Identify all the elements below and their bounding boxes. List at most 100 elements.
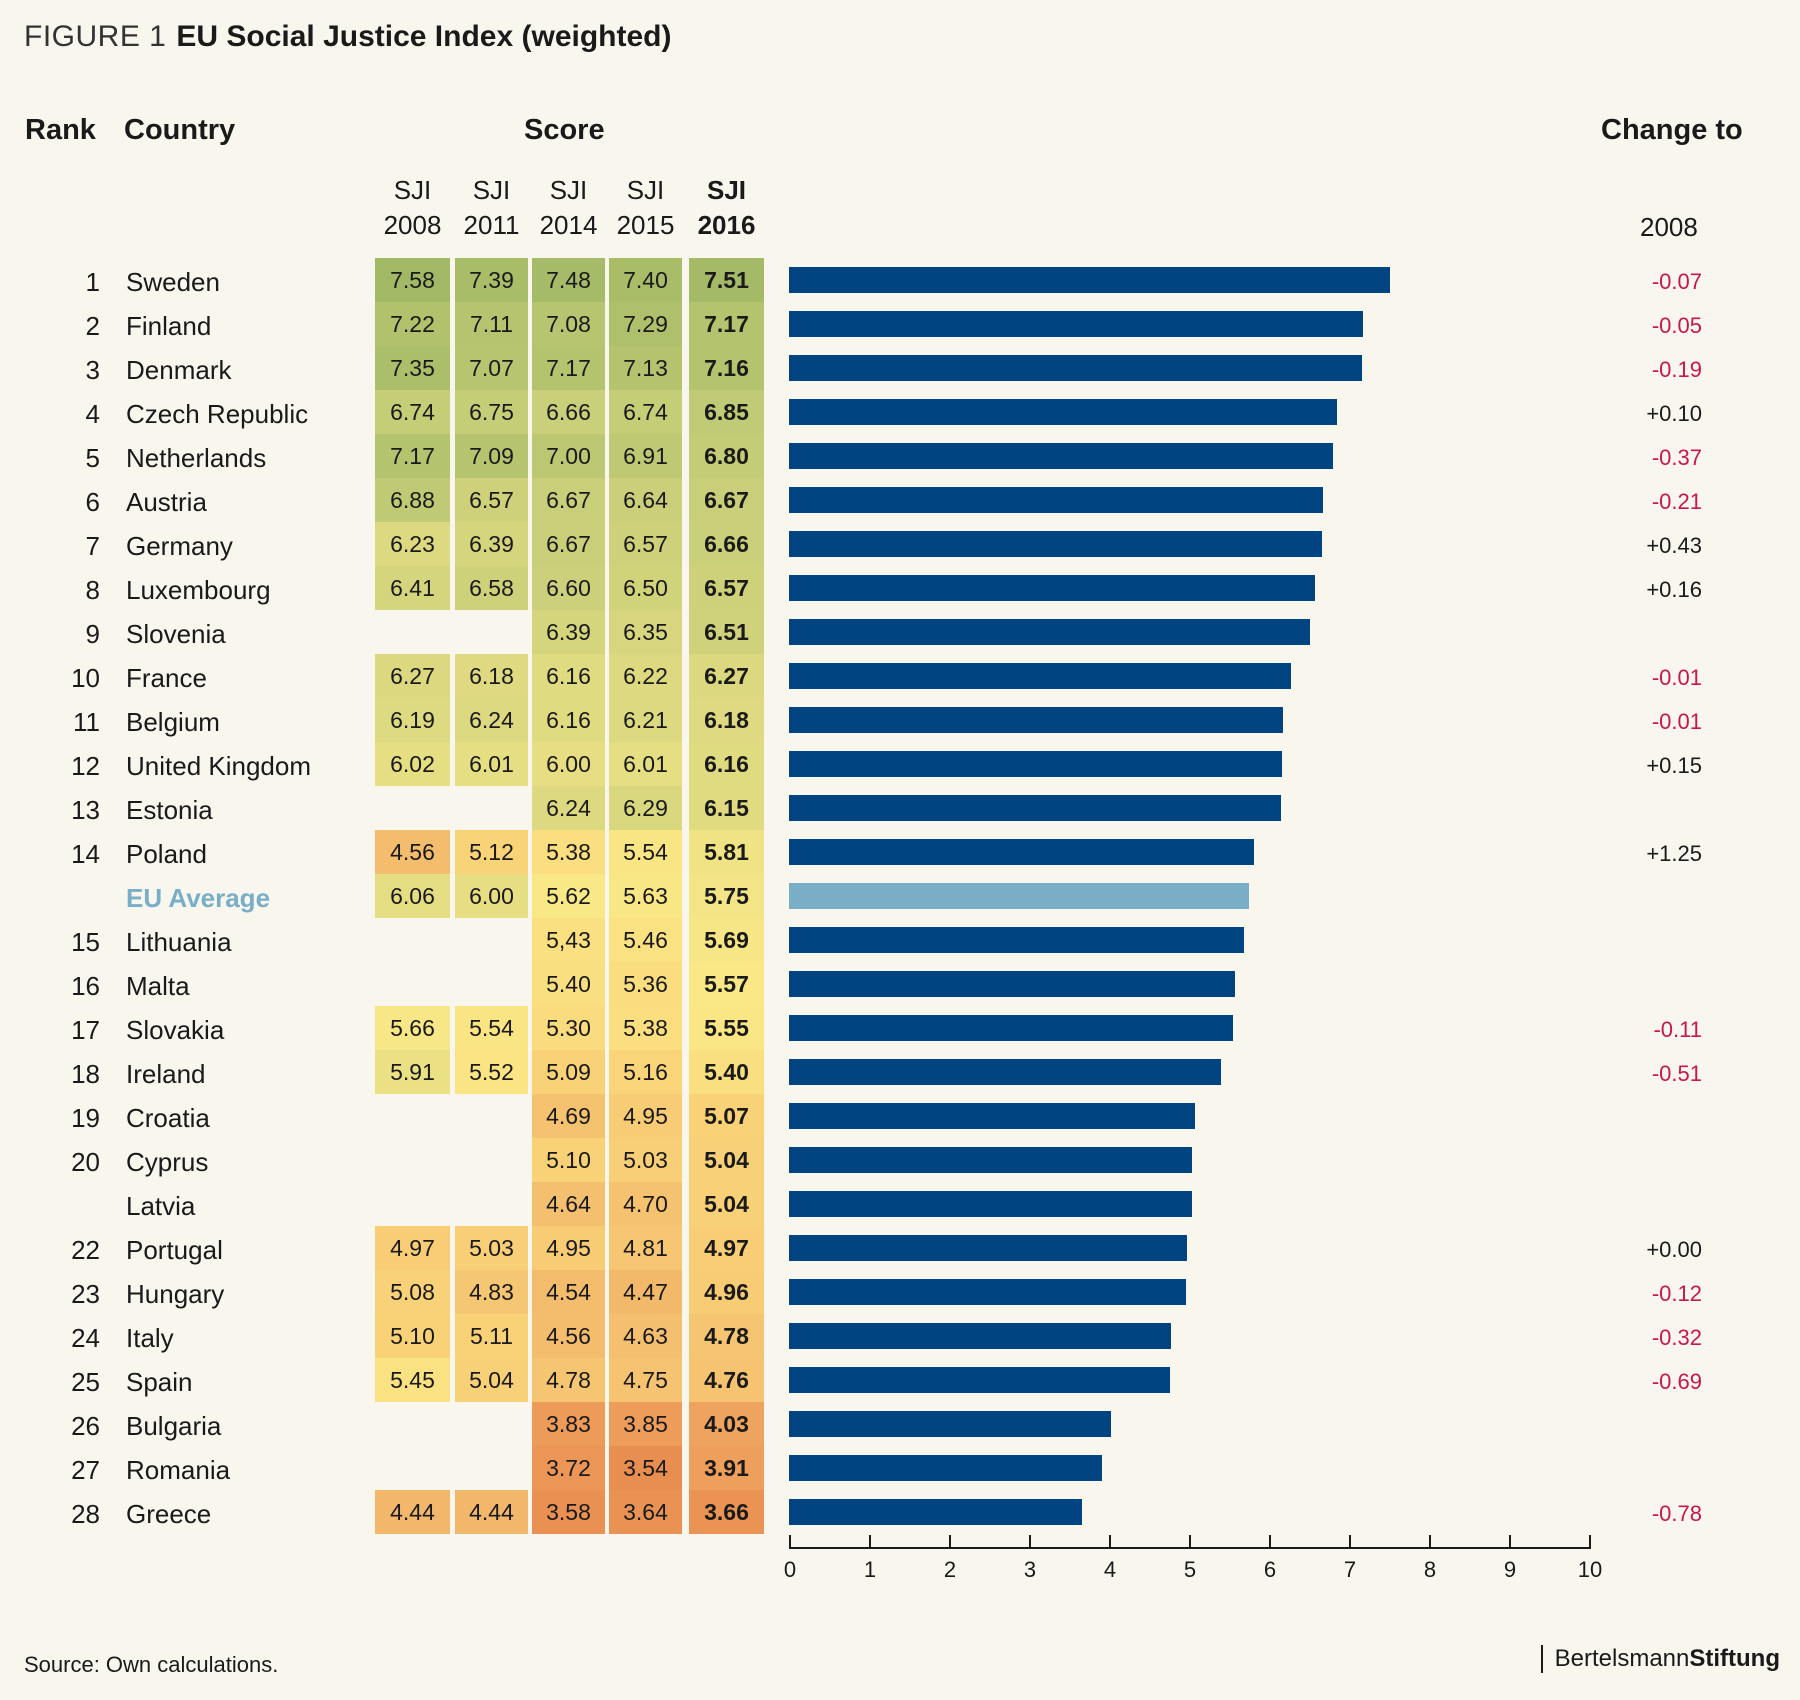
score-cell: 4.96 xyxy=(689,1270,764,1314)
table-row: Latvia 4.64 4.70 5.04 xyxy=(0,1182,1800,1226)
x-tick-label: 8 xyxy=(1423,1557,1437,1582)
table-row: 24 Italy 5.10 5.11 4.56 4.63 4.78 -0.32 xyxy=(0,1314,1800,1358)
x-tick xyxy=(949,1535,951,1548)
country-name: Belgium xyxy=(126,707,220,737)
country-name: Italy xyxy=(126,1323,174,1353)
score-cell: 5.03 xyxy=(609,1138,682,1182)
rank-cell: 3 xyxy=(85,355,100,385)
rank-cell: 2 xyxy=(85,311,100,341)
score-cell: 3.72 xyxy=(532,1446,605,1490)
score-cell: 5.57 xyxy=(689,962,764,1006)
country-name: Germany xyxy=(126,531,233,561)
score-bar xyxy=(789,311,1363,337)
x-tick xyxy=(1509,1535,1511,1548)
score-cell: 7.17 xyxy=(532,346,605,390)
score-cell: 3.85 xyxy=(609,1402,682,1446)
table-row: 23 Hungary 5.08 4.83 4.54 4.47 4.96 -0.12 xyxy=(0,1270,1800,1314)
country-name: Portugal xyxy=(126,1235,223,1265)
score-bar xyxy=(789,619,1310,645)
score-cell: 5.03 xyxy=(455,1226,528,1270)
x-tick xyxy=(1429,1535,1431,1548)
score-cell: 5.55 xyxy=(689,1006,764,1050)
change-year-header: 2008 xyxy=(1640,212,1698,242)
score-cell: 7.09 xyxy=(455,434,528,478)
score-cell: 7.29 xyxy=(609,302,682,346)
score-cell: 6.35 xyxy=(609,610,682,654)
score-bar xyxy=(789,1411,1112,1437)
table-row: 28 Greece 4.44 4.44 3.58 3.64 3.66 -0.78 xyxy=(0,1490,1800,1534)
score-cell: 4.47 xyxy=(609,1270,682,1314)
score-cell: 6.74 xyxy=(609,390,682,434)
score-cell: 7.13 xyxy=(609,346,682,390)
score-cell: 3.54 xyxy=(609,1446,682,1490)
score-cell: 6.75 xyxy=(455,390,528,434)
change-value: -0.01 xyxy=(1651,709,1702,734)
score-cell: 4.76 xyxy=(689,1358,764,1402)
table-row: 25 Spain 5.45 5.04 4.78 4.75 4.76 -0.69 xyxy=(0,1358,1800,1402)
score-cell: 5.08 xyxy=(375,1270,450,1314)
score-cell: 6.24 xyxy=(532,786,605,830)
score-cell: 4.56 xyxy=(532,1314,605,1358)
score-bar xyxy=(789,531,1322,557)
x-axis-line xyxy=(789,1547,1591,1549)
score-cell: 4.64 xyxy=(532,1182,605,1226)
source-note: Source: Own calculations. xyxy=(24,1652,279,1677)
score-cell: 6.91 xyxy=(609,434,682,478)
rank-cell: 8 xyxy=(85,575,100,605)
score-cell: 6.57 xyxy=(455,478,528,522)
score-bar xyxy=(789,399,1337,425)
rank-cell: 19 xyxy=(71,1103,100,1133)
table-row: 1 Sweden 7.58 7.39 7.48 7.40 7.51 -0.07 xyxy=(0,258,1800,302)
rank-cell: 1 xyxy=(85,267,100,297)
x-tick xyxy=(1589,1535,1591,1548)
change-value: -0.19 xyxy=(1651,357,1702,382)
country-name: Finland xyxy=(126,311,212,341)
table-row: 17 Slovakia 5.66 5.54 5.30 5.38 5.55 -0.11 xyxy=(0,1006,1800,1050)
score-cell: 5.66 xyxy=(375,1006,450,1050)
brand-regular: Bertelsmann xyxy=(1554,1645,1690,1672)
rank-cell: 4 xyxy=(85,399,100,429)
column-header-top: SJI xyxy=(472,175,511,205)
score-cell: 5,43 xyxy=(532,918,605,962)
score-bar xyxy=(789,1147,1193,1173)
score-bar xyxy=(789,443,1333,469)
score-cell: 3.64 xyxy=(609,1490,682,1534)
score-cell: 6.29 xyxy=(609,786,682,830)
x-tick-label: 2 xyxy=(943,1557,957,1582)
table-row: 13 Estonia 6.24 6.29 6.15 xyxy=(0,786,1800,830)
score-bar xyxy=(789,1367,1170,1393)
rank-cell: 5 xyxy=(85,443,100,473)
score-cell: 5.30 xyxy=(532,1006,605,1050)
score-cell: 6.85 xyxy=(689,390,764,434)
score-cell: 6.66 xyxy=(689,522,764,566)
figure-name: EU Social Justice Index (weighted) xyxy=(176,20,672,53)
column-header-top: SJI xyxy=(706,175,747,205)
score-column-header: SJI 2014 xyxy=(529,173,609,243)
figure-title: FIGURE 1 EU Social Justice Index (weighte… xyxy=(24,20,671,54)
rank-cell: 15 xyxy=(71,927,100,957)
score-cell: 5.11 xyxy=(455,1314,528,1358)
score-cell: 5.10 xyxy=(375,1314,450,1358)
table-row: 8 Luxembourg 6.41 6.58 6.60 6.50 6.57 +0.16 xyxy=(0,566,1800,610)
score-cell: 7.16 xyxy=(689,346,764,390)
rank-cell: 12 xyxy=(71,751,100,781)
change-value: -0.01 xyxy=(1651,665,1702,690)
score-cell: 6.19 xyxy=(375,698,450,742)
rank-cell: 27 xyxy=(71,1455,100,1485)
x-tick xyxy=(1109,1535,1111,1548)
score-cell: 6.39 xyxy=(532,610,605,654)
score-cell: 6.24 xyxy=(455,698,528,742)
country-name: Cyprus xyxy=(126,1147,209,1177)
score-bar xyxy=(789,971,1235,997)
score-cell: 5.12 xyxy=(455,830,528,874)
score-cell: 7.11 xyxy=(455,302,528,346)
table-row: 14 Poland 4.56 5.12 5.38 5.54 5.81 +1.25 xyxy=(0,830,1800,874)
score-cell: 3.66 xyxy=(689,1490,764,1534)
score-cell: 6.06 xyxy=(375,874,450,918)
x-tick xyxy=(789,1535,791,1548)
score-cell: 6.64 xyxy=(609,478,682,522)
score-cell: 6.16 xyxy=(532,654,605,698)
column-header-top: SJI xyxy=(393,175,432,205)
score-cell: 6.16 xyxy=(689,742,764,786)
score-cell: 5.45 xyxy=(375,1358,450,1402)
